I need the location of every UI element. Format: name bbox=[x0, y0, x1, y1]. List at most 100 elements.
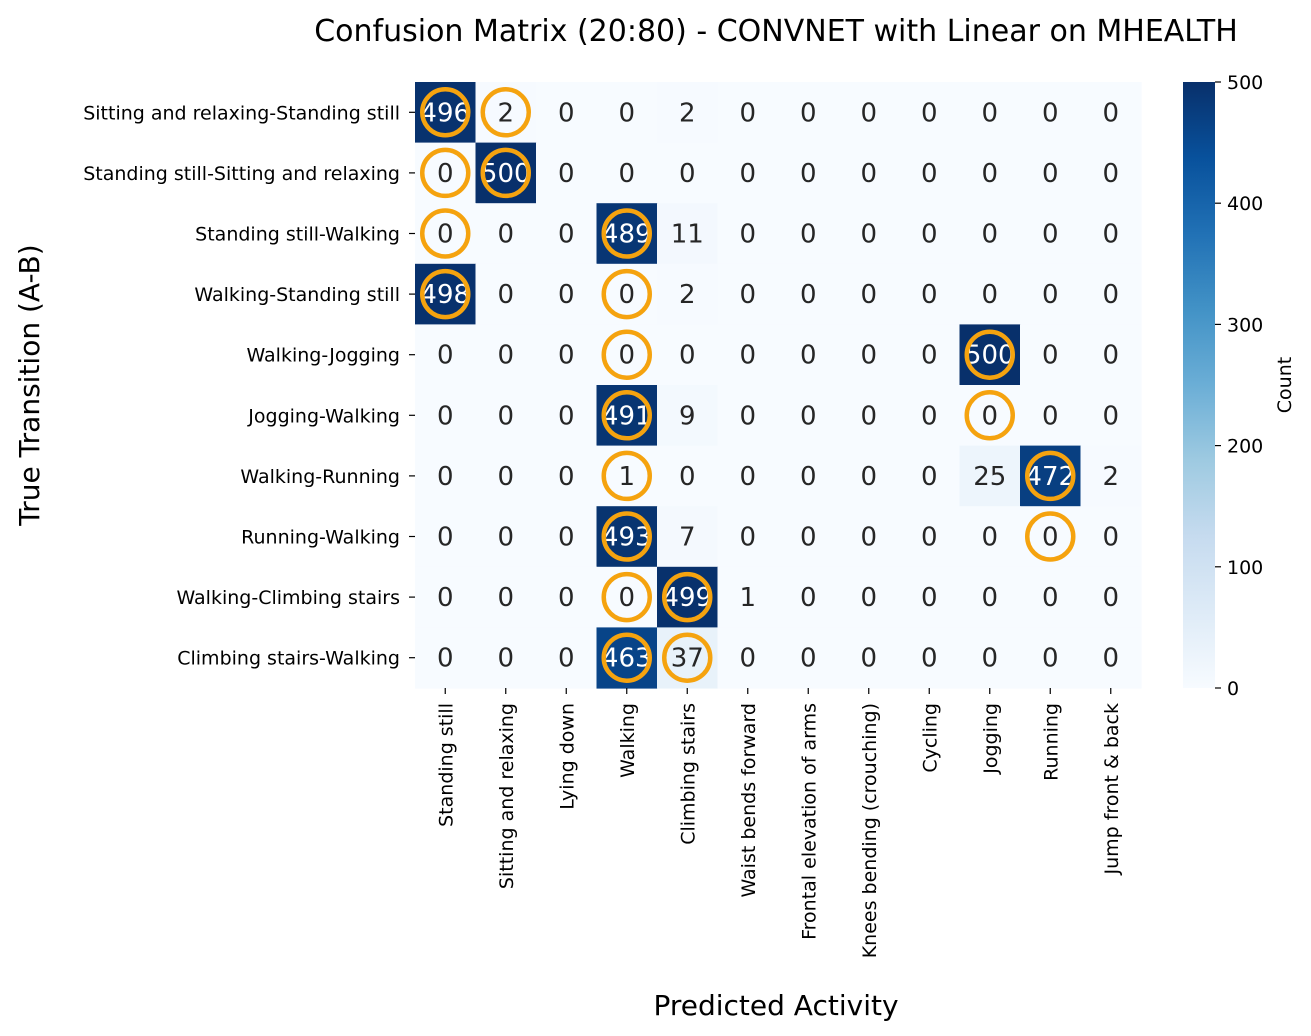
cell-value-label: 0 bbox=[860, 280, 877, 310]
cell-value-label: 0 bbox=[558, 159, 575, 189]
heatmap-cell bbox=[475, 627, 537, 689]
y-tick-label: Climbing stairs-Walking bbox=[177, 648, 400, 670]
heatmap-cell bbox=[959, 82, 1021, 144]
heatmap-cell bbox=[717, 263, 779, 325]
cell-value-label: 0 bbox=[1102, 220, 1119, 250]
heatmap-cell bbox=[1080, 385, 1142, 447]
heatmap-cell bbox=[415, 627, 477, 689]
heatmap-cell bbox=[536, 82, 598, 144]
cell-value-label: 0 bbox=[1102, 583, 1119, 613]
cell-value-label: 1 bbox=[618, 462, 635, 492]
cell-value-label: 0 bbox=[981, 523, 998, 553]
cell-value-label: 0 bbox=[921, 644, 938, 674]
heatmap-cell bbox=[778, 203, 840, 265]
heatmap-cell bbox=[415, 263, 477, 325]
highlight-circle bbox=[480, 87, 531, 138]
chart-title: Confusion Matrix (20:80) - CONVNET with … bbox=[314, 14, 1238, 49]
heatmap-cell bbox=[1020, 203, 1082, 265]
heatmap-cell bbox=[536, 445, 598, 507]
heatmap-cell bbox=[778, 566, 840, 628]
heatmap-cell bbox=[1020, 82, 1082, 144]
cell-value-label: 0 bbox=[800, 98, 817, 128]
heatmap-cell bbox=[838, 324, 900, 386]
heatmap-cell bbox=[1020, 142, 1082, 204]
heatmap-cell bbox=[475, 445, 537, 507]
cell-value-label: 0 bbox=[921, 159, 938, 189]
cell-value-label: 0 bbox=[1102, 98, 1119, 128]
heatmap-cell bbox=[536, 506, 598, 568]
y-tick-label: Running-Walking bbox=[241, 527, 400, 549]
colorbar-ticks: 0 100 200 300 400 500 bbox=[1215, 72, 1263, 700]
cell-value-label: 0 bbox=[800, 462, 817, 492]
cell-value-label: 496 bbox=[420, 98, 470, 128]
heatmap-cell bbox=[596, 324, 658, 386]
heatmap-cell bbox=[475, 82, 537, 144]
cell-value-label: 0 bbox=[860, 159, 877, 189]
heatmap-cell bbox=[596, 445, 658, 507]
highlight-circle bbox=[601, 571, 652, 623]
heatmap-cell bbox=[717, 324, 779, 386]
heatmap-cell bbox=[1020, 324, 1082, 386]
heatmap-cell bbox=[778, 506, 840, 568]
heatmap-cell bbox=[1080, 142, 1142, 204]
cell-value-label: 0 bbox=[497, 220, 514, 250]
heatmap-cell bbox=[415, 324, 477, 386]
cell-value-label: 2 bbox=[679, 98, 696, 128]
x-tick-label: Knees bending (crouching) bbox=[859, 703, 881, 958]
cell-value-label: 500 bbox=[481, 159, 531, 189]
cell-value-label: 0 bbox=[739, 401, 756, 431]
heatmap-cell bbox=[838, 566, 900, 628]
cell-value-label: 0 bbox=[437, 341, 454, 371]
colorbar-tick-label: 0 bbox=[1227, 678, 1239, 700]
cell-value-label: 0 bbox=[1042, 280, 1059, 310]
highlight-circle bbox=[601, 511, 652, 562]
cell-value-label: 0 bbox=[558, 523, 575, 553]
cell-value-label: 0 bbox=[679, 462, 696, 492]
cell-value-label: 2 bbox=[679, 280, 696, 310]
cell-value-label: 0 bbox=[1042, 583, 1059, 613]
heatmap-cell bbox=[657, 385, 719, 447]
y-tick-label: Standing still-Walking bbox=[195, 224, 400, 246]
heatmap-cell bbox=[596, 263, 658, 325]
cell-value-label: 0 bbox=[739, 341, 756, 371]
heatmap-cell bbox=[657, 203, 719, 265]
heatmap-cell bbox=[415, 445, 477, 507]
highlight-circle bbox=[420, 147, 471, 199]
colorbar-tick-label: 400 bbox=[1227, 193, 1263, 215]
cell-value-label: 0 bbox=[1042, 159, 1059, 189]
cell-value-label: 0 bbox=[981, 401, 998, 431]
heatmap-cell bbox=[475, 385, 537, 447]
cell-value-label: 0 bbox=[437, 220, 454, 250]
cell-value-label: 0 bbox=[497, 583, 514, 613]
heatmap-cell bbox=[959, 627, 1021, 689]
cell-value-label: 491 bbox=[602, 401, 652, 431]
cell-value-label: 0 bbox=[679, 159, 696, 189]
cell-value-label: 0 bbox=[437, 159, 454, 189]
heatmap-cell bbox=[1080, 263, 1142, 325]
cell-value-label: 0 bbox=[739, 462, 756, 492]
highlight-circle bbox=[1025, 450, 1076, 502]
cell-value-label: 0 bbox=[558, 220, 575, 250]
y-tick-label: Jogging-Walking bbox=[247, 405, 400, 427]
heatmap-cell bbox=[596, 506, 658, 568]
cell-value-label: 0 bbox=[618, 98, 635, 128]
cell-value-label: 0 bbox=[558, 98, 575, 128]
cell-value-label: 2 bbox=[1102, 462, 1119, 492]
heatmap-cell bbox=[1080, 324, 1142, 386]
colorbar bbox=[1183, 82, 1215, 688]
heatmap-cell bbox=[899, 506, 961, 568]
heatmap-cell bbox=[838, 627, 900, 689]
x-tick-label: Climbing stairs bbox=[677, 703, 699, 845]
cell-value-label: 0 bbox=[437, 401, 454, 431]
cell-value-label: 0 bbox=[739, 280, 756, 310]
heatmap-cell bbox=[1080, 566, 1142, 628]
heatmap-cell bbox=[838, 263, 900, 325]
x-axis-label: Predicted Activity bbox=[653, 989, 898, 1022]
heatmap-cell bbox=[899, 627, 961, 689]
cell-value-label: 0 bbox=[981, 583, 998, 613]
cell-value-label: 0 bbox=[1042, 220, 1059, 250]
heatmap-cell bbox=[899, 385, 961, 447]
cell-value-label: 0 bbox=[1102, 401, 1119, 431]
colorbar-tick-label: 200 bbox=[1227, 436, 1263, 458]
cell-value-label: 0 bbox=[618, 280, 635, 310]
